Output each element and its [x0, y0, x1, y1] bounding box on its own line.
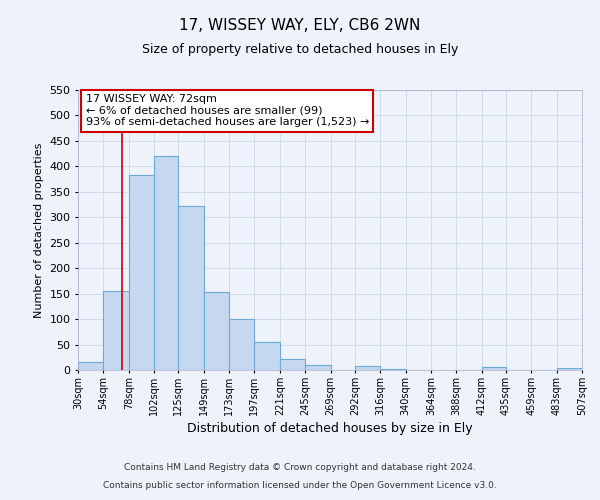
Bar: [154, 156, 178, 370]
Bar: [355, 366, 380, 370]
Bar: [254, 342, 280, 370]
Bar: [557, 368, 582, 370]
Text: Size of property relative to detached houses in Ely: Size of property relative to detached ho…: [142, 42, 458, 56]
Bar: [229, 319, 254, 370]
Bar: [204, 292, 229, 370]
Text: Contains public sector information licensed under the Open Government Licence v3: Contains public sector information licen…: [103, 481, 497, 490]
Bar: [305, 365, 331, 370]
X-axis label: Distribution of detached houses by size in Ely: Distribution of detached houses by size …: [187, 422, 473, 435]
Bar: [78, 362, 103, 370]
Bar: [380, 369, 406, 370]
Text: 17, WISSEY WAY, ELY, CB6 2WN: 17, WISSEY WAY, ELY, CB6 2WN: [179, 18, 421, 32]
Bar: [280, 359, 305, 370]
Bar: [482, 368, 506, 370]
Text: Contains HM Land Registry data © Crown copyright and database right 2024.: Contains HM Land Registry data © Crown c…: [124, 464, 476, 472]
Y-axis label: Number of detached properties: Number of detached properties: [34, 142, 44, 318]
Bar: [129, 175, 154, 370]
Bar: [103, 291, 129, 370]
Bar: [178, 206, 204, 370]
Text: 17 WISSEY WAY: 72sqm
← 6% of detached houses are smaller (99)
93% of semi-detach: 17 WISSEY WAY: 72sqm ← 6% of detached ho…: [86, 94, 369, 128]
